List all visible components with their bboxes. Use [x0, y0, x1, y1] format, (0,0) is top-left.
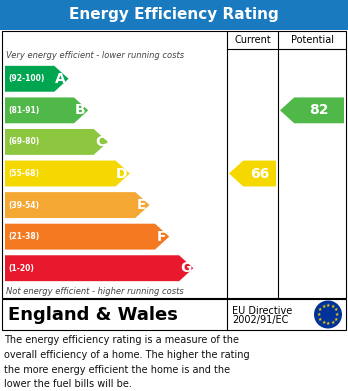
Text: (55-68): (55-68) [8, 169, 39, 178]
Text: ★: ★ [330, 304, 335, 309]
Polygon shape [5, 129, 108, 155]
Text: ★: ★ [330, 320, 335, 325]
Text: ★: ★ [321, 304, 326, 309]
Text: E: E [137, 198, 147, 212]
Bar [0, 0, 348, 30]
Text: A: A [55, 72, 66, 86]
Text: Potential: Potential [291, 35, 333, 45]
Text: F: F [157, 230, 166, 244]
Polygon shape [5, 97, 88, 123]
Text: Energy Efficiency Rating: Energy Efficiency Rating [69, 7, 279, 23]
Text: ★: ★ [321, 320, 326, 325]
Text: ★: ★ [334, 307, 338, 312]
Text: ★: ★ [326, 321, 330, 326]
Text: 2002/91/EC: 2002/91/EC [232, 314, 288, 325]
Text: (39-54): (39-54) [8, 201, 39, 210]
Polygon shape [5, 192, 150, 218]
Polygon shape [5, 255, 193, 281]
Text: Current: Current [234, 35, 271, 45]
Text: Very energy efficient - lower running costs: Very energy efficient - lower running co… [6, 51, 184, 60]
Polygon shape [229, 161, 276, 187]
Text: ★: ★ [334, 317, 338, 321]
Text: G: G [180, 261, 191, 275]
Text: 82: 82 [309, 103, 329, 117]
Polygon shape [5, 66, 69, 92]
Text: 66: 66 [250, 167, 269, 181]
Polygon shape [5, 161, 130, 187]
Text: ★: ★ [318, 317, 322, 321]
Text: (92-100): (92-100) [8, 74, 45, 83]
Text: (1-20): (1-20) [8, 264, 34, 273]
Circle shape [314, 301, 342, 328]
Text: Not energy efficient - higher running costs: Not energy efficient - higher running co… [6, 287, 184, 296]
Text: ★: ★ [318, 307, 322, 312]
Text: C: C [95, 135, 105, 149]
Text: ★: ★ [317, 312, 321, 317]
Text: B: B [75, 103, 86, 117]
Bar [2, 299, 346, 330]
Bar [2, 31, 346, 298]
Text: The energy efficiency rating is a measure of the
overall efficiency of a home. T: The energy efficiency rating is a measur… [4, 335, 250, 389]
Text: (21-38): (21-38) [8, 232, 39, 241]
Text: D: D [116, 167, 128, 181]
Text: (69-80): (69-80) [8, 137, 39, 146]
Text: EU Directive: EU Directive [232, 305, 292, 316]
Polygon shape [280, 97, 344, 123]
Text: England & Wales: England & Wales [8, 305, 178, 323]
Text: (81-91): (81-91) [8, 106, 39, 115]
Polygon shape [5, 224, 169, 249]
Text: ★: ★ [335, 312, 339, 317]
Text: ★: ★ [326, 303, 330, 308]
